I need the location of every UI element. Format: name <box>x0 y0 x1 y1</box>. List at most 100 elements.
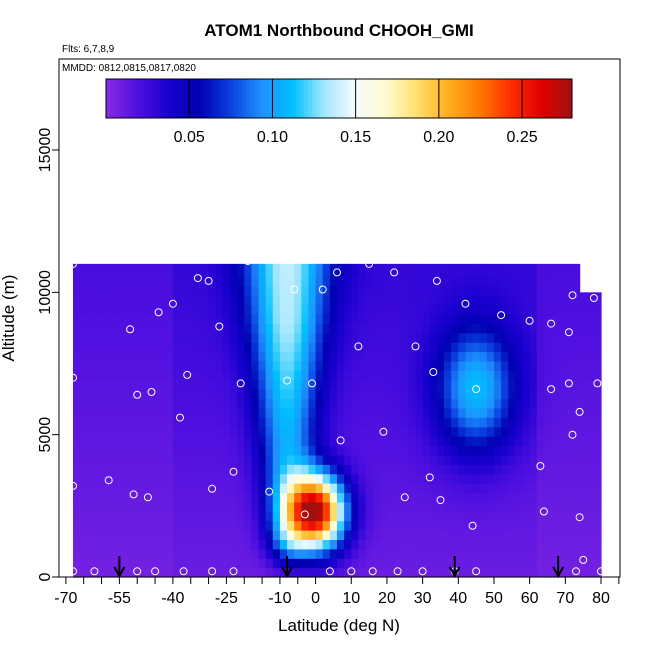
heatmap-cell <box>386 492 395 503</box>
heatmap-cell <box>101 398 110 409</box>
heatmap-cell <box>130 539 138 550</box>
heatmap-cell <box>508 454 516 465</box>
heatmap-cell <box>358 511 367 522</box>
heatmap-cell <box>472 539 481 550</box>
heatmap-cell <box>394 539 402 550</box>
heatmap-cell <box>365 501 374 512</box>
heatmap-cell <box>115 267 124 277</box>
heatmap-cell <box>165 511 174 522</box>
heatmap-cell <box>80 276 88 287</box>
heatmap-cell <box>229 276 238 287</box>
colorbar-segment <box>117 79 123 118</box>
heatmap-cell <box>586 539 595 550</box>
heatmap-cell <box>529 548 538 559</box>
heatmap-cell <box>172 285 181 296</box>
colorbar-segment <box>385 79 390 118</box>
heatmap-cell <box>108 332 117 343</box>
heatmap-cell <box>536 370 545 381</box>
heatmap-cell <box>73 370 81 381</box>
heatmap-cell <box>172 389 181 400</box>
heatmap-cell <box>444 520 452 531</box>
heatmap-cell <box>265 332 274 343</box>
heatmap-cell <box>429 417 438 428</box>
heatmap-cell <box>194 332 203 343</box>
heatmap-cell <box>337 511 345 522</box>
heatmap-cell <box>522 360 531 371</box>
heatmap-cell <box>208 501 217 512</box>
heatmap-cell <box>115 483 124 494</box>
heatmap-cell <box>73 285 81 296</box>
heatmap-cell <box>394 548 402 559</box>
heatmap-cell <box>508 407 516 418</box>
heatmap-cell <box>351 276 360 287</box>
heatmap-cell <box>358 360 367 371</box>
colorbar-segment <box>261 79 266 118</box>
heatmap-cell <box>108 436 117 447</box>
heatmap-cell <box>229 407 238 418</box>
heatmap-cell <box>208 370 217 381</box>
heatmap-cell <box>165 276 174 287</box>
heatmap-cell <box>401 295 409 306</box>
sample-point <box>168 299 177 308</box>
heatmap-cell <box>201 511 210 522</box>
heatmap-cell <box>137 520 145 531</box>
heatmap-cell <box>229 370 238 381</box>
heatmap-cell <box>308 342 317 353</box>
heatmap-cell <box>222 351 231 362</box>
heatmap-cell <box>301 313 310 324</box>
heatmap-cell <box>372 304 381 315</box>
heatmap-cell <box>422 426 431 437</box>
heatmap-cell <box>351 295 360 306</box>
heatmap-cell <box>137 360 145 371</box>
heatmap-cell <box>122 567 131 578</box>
heatmap-cell <box>130 351 138 362</box>
heatmap-cell <box>294 436 302 447</box>
heatmap-cell <box>73 342 81 353</box>
heatmap-cell <box>565 407 574 418</box>
heatmap-cell <box>94 520 103 531</box>
heatmap-cell <box>479 379 488 390</box>
heatmap-cell <box>436 417 445 428</box>
heatmap-cell <box>337 530 345 541</box>
heatmap-cell <box>87 548 96 559</box>
heatmap-cell <box>586 511 595 522</box>
heatmap-cell <box>522 426 531 437</box>
heatmap-cell <box>101 511 110 522</box>
sample-point <box>468 521 477 530</box>
heatmap-cell <box>444 548 452 559</box>
heatmap-cell <box>308 295 317 306</box>
heatmap-cell <box>115 370 124 381</box>
heatmap-cell <box>529 398 538 409</box>
heatmap-cell <box>543 313 552 324</box>
heatmap-cell <box>543 276 552 287</box>
heatmap-cell <box>137 323 145 334</box>
heatmap-cell <box>586 548 595 559</box>
heatmap-cell <box>237 285 245 296</box>
heatmap-cell <box>579 313 588 324</box>
heatmap-cell <box>543 351 552 362</box>
heatmap-cell <box>458 426 467 437</box>
heatmap-cell <box>408 370 417 381</box>
heatmap-cell <box>130 304 138 315</box>
heatmap-cell <box>365 304 374 315</box>
heatmap-cell <box>101 445 110 456</box>
heatmap-cell <box>322 295 331 306</box>
heatmap-cell <box>458 511 467 522</box>
sample-point <box>461 299 470 308</box>
heatmap-cell <box>301 436 310 447</box>
heatmap-cell <box>501 417 509 428</box>
heatmap-cell <box>493 342 502 353</box>
heatmap-cell <box>344 473 352 484</box>
heatmap-cell <box>180 520 188 531</box>
heatmap-cell <box>308 370 317 381</box>
heatmap-cell <box>322 351 331 362</box>
colorbar-segment <box>509 79 515 118</box>
heatmap-cell <box>180 558 188 569</box>
heatmap-cell <box>501 548 509 559</box>
heatmap-cell <box>558 389 566 400</box>
heatmap-cell <box>80 548 88 559</box>
heatmap-cell <box>486 285 495 296</box>
heatmap-cell <box>465 360 474 371</box>
heatmap-cell <box>444 530 452 541</box>
heatmap-cell <box>337 342 345 353</box>
